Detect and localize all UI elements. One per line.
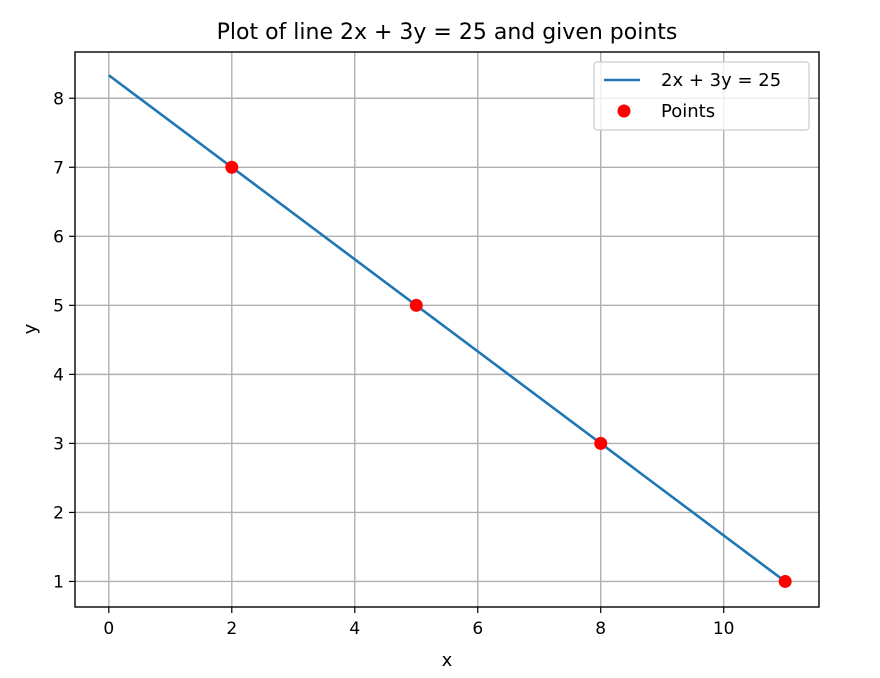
x-tick-label: 6	[472, 619, 483, 639]
x-tick-label: 4	[349, 619, 360, 639]
x-tick-label: 0	[103, 619, 114, 639]
x-axis-label: x	[442, 650, 453, 671]
legend: 2x + 3y = 25 Points	[593, 61, 810, 131]
scatter-point	[225, 160, 239, 174]
y-tick-label: 4	[53, 365, 64, 385]
y-tick-label: 2	[53, 503, 64, 523]
x-tick-label: 8	[595, 619, 606, 639]
y-tick-label: 1	[53, 572, 64, 592]
legend-label: 2x + 3y = 25	[661, 70, 781, 91]
scatter-point	[594, 436, 608, 450]
y-tick-label: 6	[53, 227, 64, 247]
x-tick-label: 2	[226, 619, 237, 639]
scatter-point	[409, 298, 423, 312]
x-tick-label: 10	[713, 619, 735, 639]
legend-marker-swatch	[617, 104, 631, 118]
grid	[75, 52, 819, 607]
y-axis-label: y	[20, 323, 41, 334]
y-tick-label: 7	[53, 158, 64, 178]
plot-frame	[74, 51, 820, 608]
series-line	[108, 74, 786, 583]
y-tick-label: 8	[53, 89, 64, 109]
legend-label: Points	[661, 101, 715, 122]
y-tick-label: 3	[53, 434, 64, 454]
scatter-point	[778, 574, 792, 588]
legend-box	[593, 61, 810, 131]
y-tick-label: 5	[53, 296, 64, 316]
chart-title: Plot of line 2x + 3y = 25 and given poin…	[217, 20, 678, 45]
plot-area	[108, 74, 792, 588]
